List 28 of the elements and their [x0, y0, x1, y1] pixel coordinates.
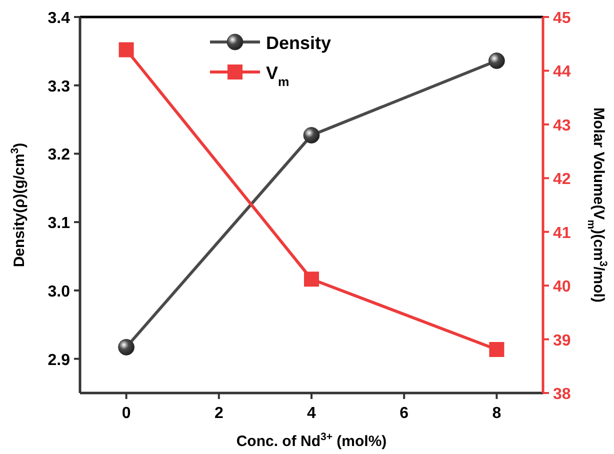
y2-tick-label: 44 [553, 64, 571, 81]
y-tick-label: 3.0 [48, 283, 70, 300]
y-tick-label: 3.3 [48, 78, 70, 96]
x-tick-label: 6 [400, 405, 409, 422]
x-axis-title: Conc. of Nd$^{3+}$ (mol%) [236, 431, 387, 450]
point [303, 127, 320, 144]
x-tick-label: 4 [307, 405, 316, 422]
point [488, 52, 505, 70]
point [304, 272, 319, 287]
y-tick-label: 3.2 [48, 146, 70, 164]
y2-tick-label: 43 [553, 117, 571, 134]
legend-label: Density [266, 33, 332, 53]
x-tick-label: 2 [214, 405, 224, 422]
point [489, 342, 504, 357]
y2-tick-label: 42 [553, 171, 571, 188]
y-tick-label: 2.9 [48, 352, 70, 369]
y-tick-label: 3.4 [48, 10, 70, 27]
legend-label: V$_{m}$ [266, 63, 290, 89]
y2-tick-label: 38 [553, 386, 571, 403]
y2-tick-label: 39 [553, 332, 571, 350]
x-tick-label: 8 [492, 405, 502, 422]
point [118, 338, 135, 356]
point [118, 42, 134, 58]
y2-tick-label: 40 [553, 278, 571, 296]
x-tick-label: 0 [122, 405, 131, 422]
y-tick-label: 3.1 [48, 215, 70, 232]
y2-tick-label: 41 [553, 224, 571, 242]
y2-tick-label: 45 [553, 10, 571, 27]
